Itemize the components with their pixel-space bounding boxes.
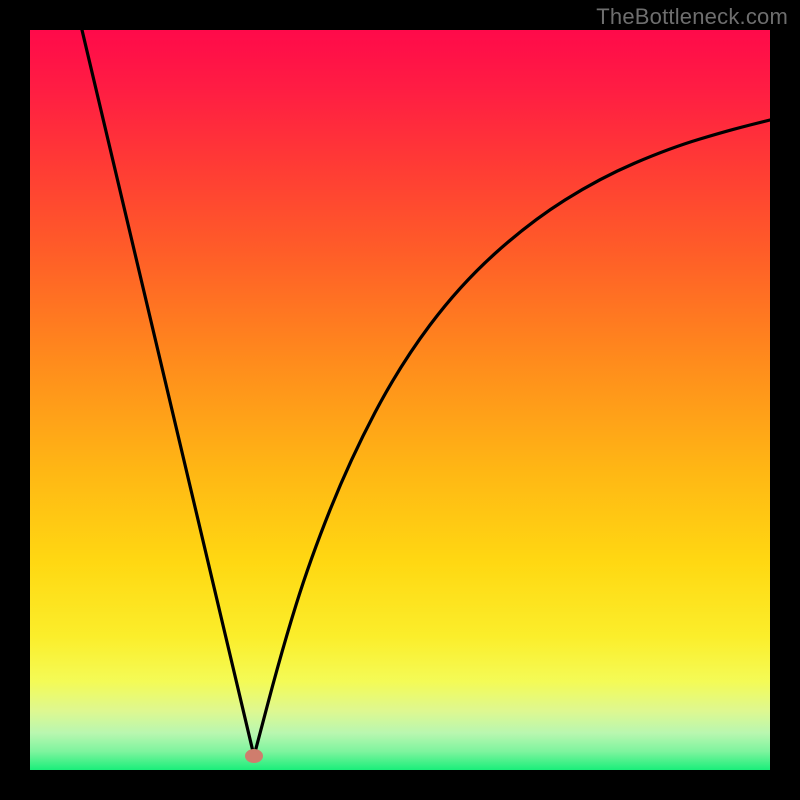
minimum-marker [245,749,263,763]
bottleneck-curve [82,30,770,756]
curve-svg [0,0,800,800]
watermark-text: TheBottleneck.com [596,4,788,30]
chart-container: TheBottleneck.com [0,0,800,800]
